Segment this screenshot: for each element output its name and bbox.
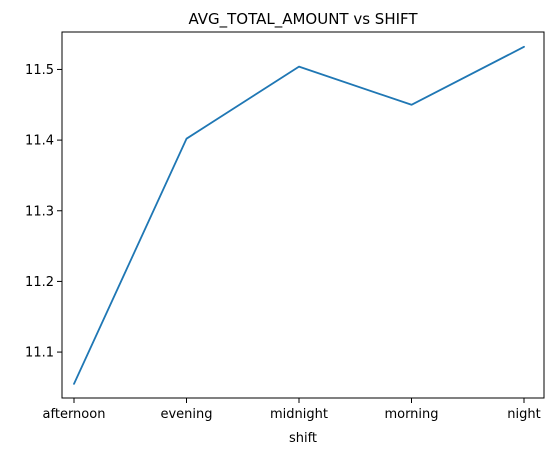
y-tick-label: 11.5 xyxy=(25,63,54,78)
series-line xyxy=(73,45,525,385)
chart-title: AVG_TOTAL_AMOUNT vs SHIFT xyxy=(188,10,418,29)
x-axis-label: shift xyxy=(289,431,317,446)
plot-area-frame xyxy=(61,31,545,399)
y-tick-label: 11.2 xyxy=(25,275,54,290)
x-tick-label: midnight xyxy=(270,407,328,422)
x-tick-label: afternoon xyxy=(43,407,106,422)
y-tick-label: 11.3 xyxy=(25,204,54,219)
x-tick-label: evening xyxy=(160,407,212,422)
x-axis-ticks: afternoon evening midnight morning night xyxy=(43,398,541,422)
x-tick-label: morning xyxy=(384,407,438,422)
y-tick-label: 11.4 xyxy=(25,134,54,149)
x-tick-label: night xyxy=(507,407,540,422)
series-layer xyxy=(73,45,525,385)
y-tick-label: 11.1 xyxy=(25,346,54,361)
y-axis-ticks: 11.1 11.2 11.3 11.4 11.5 xyxy=(25,63,62,361)
